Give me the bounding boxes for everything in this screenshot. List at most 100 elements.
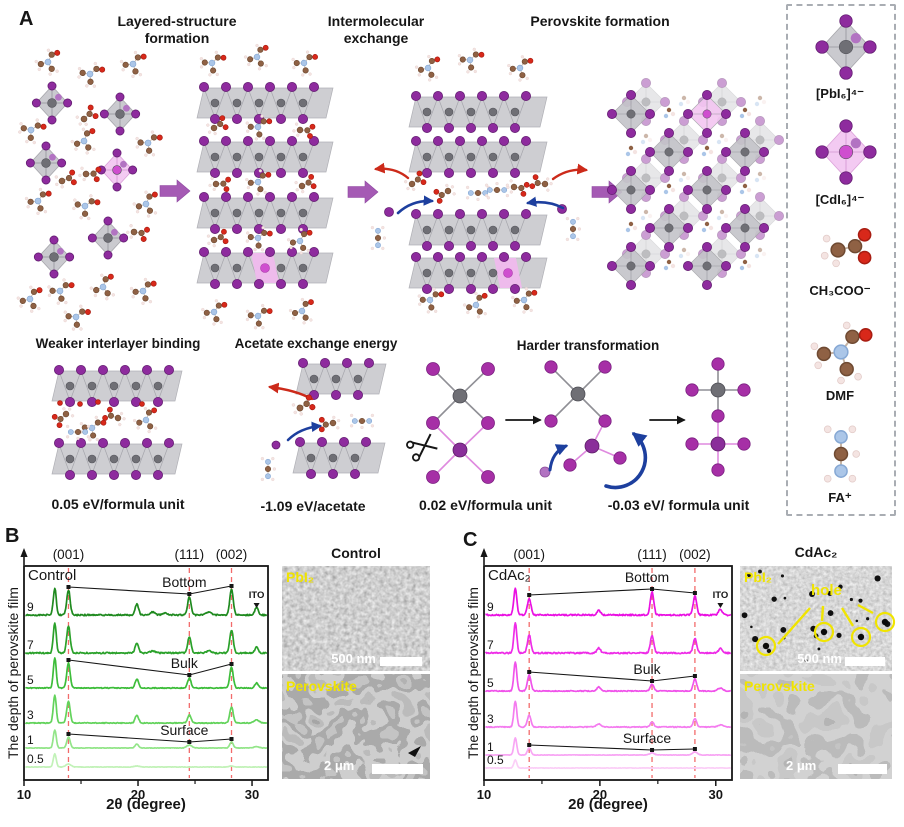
plot-name-control: Control	[28, 567, 77, 584]
dmf-molecule	[245, 169, 272, 196]
purple-block-arrow	[159, 179, 191, 203]
depth-label: 5	[487, 676, 494, 690]
top-axis-peak-label: (111)	[174, 547, 205, 562]
cdi6-octahedron	[815, 119, 877, 185]
sem-label-c-pbi2: PbI₂	[744, 569, 772, 585]
sem-label-c-perovskite: Perovskite	[744, 678, 815, 694]
acetate-molecule	[126, 224, 150, 242]
pbi2-layer-slab	[408, 135, 548, 178]
ito-marker	[717, 603, 724, 608]
annotation-surface: Surface	[622, 730, 672, 746]
x-tick-label: 30	[708, 787, 723, 802]
dmf-molecule	[288, 297, 314, 325]
energy-transform-2: -0.03 eV/ formula unit	[607, 497, 750, 513]
sem-label-b-perovskite: Perovskite	[286, 678, 357, 694]
dmf-molecule	[16, 285, 43, 313]
dmf-molecule	[201, 299, 228, 326]
xrd-curve-depth-3	[485, 700, 731, 729]
depth-label: 7	[487, 638, 494, 652]
top-axis-peak-label: (111)	[637, 547, 667, 562]
scissors-icon	[406, 433, 438, 462]
xrd-curve-depth-0.5	[25, 752, 268, 769]
pbi6-octahedron	[31, 81, 73, 125]
pbi2-layer-slab	[408, 91, 548, 134]
stage-title-layered: Layered-structure formation	[117, 13, 237, 46]
fa-molecule	[466, 185, 491, 201]
y-axis-arrow	[480, 548, 488, 557]
x-tick-label: 20	[592, 787, 608, 802]
dmf-molecule	[511, 287, 538, 314]
pbi6-octahedron	[87, 216, 129, 260]
legend-label-pbi6: [PbI₆]⁴⁻	[815, 86, 865, 101]
dmf-molecule	[132, 190, 158, 218]
blue-arrow	[525, 196, 565, 210]
fa-molecule	[350, 413, 375, 429]
dmf-molecule	[89, 273, 115, 301]
dmf-molecule	[129, 277, 157, 305]
depth-label: 3	[487, 712, 494, 726]
pbi2-layer-slab	[196, 246, 334, 289]
pbi2-layer-slab	[196, 82, 334, 125]
x-tick-label: 10	[476, 787, 492, 802]
blue-arrow	[604, 432, 648, 490]
dmf-molecule	[245, 226, 273, 252]
acetate-molecule	[318, 415, 341, 433]
dmf-molecule	[79, 415, 107, 442]
acetate-molecule	[51, 407, 75, 429]
hole-circle	[874, 611, 896, 633]
scale-bar	[838, 764, 887, 774]
scale-bar-label: 2 μm	[786, 758, 817, 773]
x-tick-label: 30	[244, 787, 260, 802]
blue-arrow	[286, 421, 323, 442]
acetate-molecule	[75, 104, 99, 127]
pbi6-octahedron	[815, 14, 877, 80]
subtitle-weaker-binding: Weaker interlayer binding	[35, 336, 201, 351]
depth-label: 1	[487, 740, 494, 754]
depth-label: 7	[27, 638, 34, 652]
legend-box	[786, 4, 896, 516]
y-axis-arrow	[20, 548, 28, 557]
xrd-curve-depth-1	[485, 737, 731, 757]
pbi2-layer-slab	[408, 208, 548, 251]
depth-label: 0.5	[487, 753, 504, 767]
xrd-curve-depth-5	[484, 661, 732, 693]
legend-label-dmf: DMF	[825, 388, 855, 403]
scale-bar-label: 500 nm	[331, 651, 376, 666]
annotation-bottom: Bottom	[624, 569, 670, 585]
ito-label: ITO	[248, 590, 265, 601]
stage-title-perovskite: Perovskite formation	[530, 13, 670, 29]
acetate-molecule	[820, 227, 872, 268]
panel-c-label: C	[463, 529, 478, 551]
annotation-line	[529, 588, 695, 596]
dmf-molecule	[291, 50, 318, 77]
hole-annotation-label: hole	[811, 582, 842, 599]
sem-artifact-mark	[408, 746, 421, 757]
top-axis-peak-label: (002)	[215, 547, 248, 562]
dmf-molecule	[507, 55, 534, 82]
top-axis-peak-label: (002)	[679, 547, 711, 562]
annotation-bottom: Bottom	[162, 574, 207, 590]
dmf-molecule	[245, 114, 273, 141]
energy-transform-1: 0.02 eV/formula unit	[418, 497, 553, 513]
acetate-molecule	[433, 183, 456, 204]
dmf-molecule	[24, 187, 52, 215]
dmf-molecule	[287, 228, 313, 255]
acetate-molecule	[529, 174, 553, 192]
dmf-molecule	[199, 50, 227, 77]
xrd-curve-depth-9	[25, 587, 268, 617]
dmf-molecule	[63, 304, 91, 331]
dmf-molecule	[72, 194, 101, 221]
xrd-curve-depth-7	[484, 621, 731, 655]
energy-acetate: -1.09 eV/acetate	[260, 498, 366, 514]
pbi2-layer-slab	[295, 357, 387, 400]
plot-name-cdac2: CdAc₂	[488, 567, 531, 584]
x-axis-label-c: 2θ (degree)	[568, 796, 648, 813]
acetate-molecule	[294, 174, 317, 194]
dmf-molecule	[119, 50, 147, 78]
annotation-bulk: Bulk	[633, 661, 661, 677]
depth-label: 9	[27, 600, 34, 614]
top-axis-peak-label: (001)	[52, 547, 85, 562]
y-axis-label-b: The depth of perovskite film	[5, 587, 21, 759]
